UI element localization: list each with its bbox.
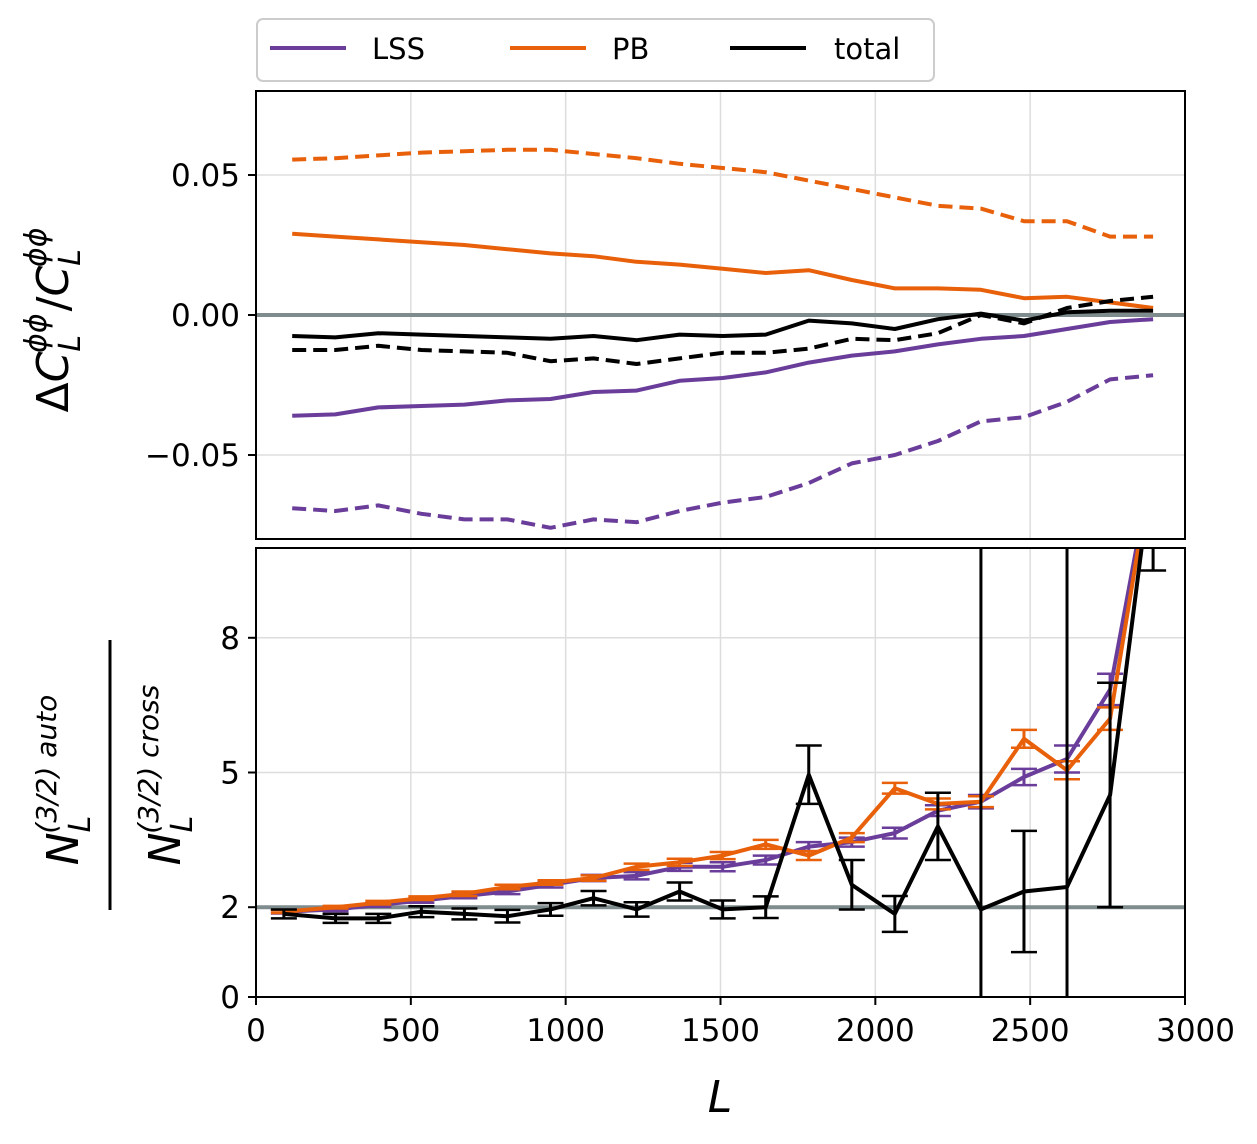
top-series-lss-dashed: [292, 373, 1154, 530]
bottom-grid: [255, 548, 1186, 998]
top-ytick-label-1: 0.00: [171, 298, 240, 334]
bottom-series-total: [270, 548, 1167, 997]
bottom-ytick-label-2: 5: [220, 756, 240, 792]
top-panel: −0.05 0.00 0.05 ΔCLϕϕ/CLϕϕ: [19, 90, 1186, 540]
legend-frame: [256, 18, 935, 82]
top-series-total-dashed: [292, 294, 1154, 366]
top-series-lss-solid: [292, 317, 1154, 418]
xtick-label-0: 0: [246, 1013, 266, 1049]
bottom-ytick-label-0: 0: [220, 980, 240, 1016]
bottom-series-total-line: [283, 548, 1144, 921]
xtick-label-5: 2500: [991, 1013, 1070, 1049]
bottom-ytick-label-1: 2: [220, 890, 240, 926]
top-ytick-label-0: −0.05: [145, 438, 240, 474]
x-axis-label: L: [708, 1072, 733, 1123]
bottom-series-pb-line: [283, 548, 1141, 914]
bottom-y-axis-label: NL(3/2) auto NL(3/2) cross: [30, 640, 200, 910]
bottom-panel: 0 2 5 8 0 500 1000 1500 2000 2500 3000 NL(3/2) aut…: [30, 547, 1235, 1123]
bottom-series-clip: [270, 548, 1167, 997]
top-series-pb-dashed: [292, 147, 1154, 239]
bottom-series-lss-line: [283, 548, 1139, 914]
bottom-y-label-denominator: NL(3/2) cross: [132, 685, 200, 866]
legend-label-lss: LSS: [372, 32, 425, 66]
top-series-total-solid: [292, 308, 1154, 343]
bottom-ytick-label-3: 8: [220, 621, 240, 657]
xtick-label-1: 500: [381, 1013, 440, 1049]
bottom-y-label-numerator: NL(3/2) auto: [30, 695, 98, 865]
top-series: [292, 147, 1154, 530]
top-ytick-label-2: 0.05: [171, 158, 240, 194]
bottom-series-lss: [270, 548, 1139, 915]
xtick-label-2: 1000: [526, 1013, 605, 1049]
legend: LSS PB total: [256, 18, 935, 82]
xtick-label-3: 1500: [681, 1013, 760, 1049]
top-y-axis-label: ΔCLϕϕ/CLϕϕ: [19, 227, 88, 412]
bottom-ticks: 0 2 5 8 0 500 1000 1500 2000 2500 3000: [220, 621, 1235, 1049]
legend-label-pb: PB: [612, 32, 649, 66]
top-ticks: −0.05 0.00 0.05: [145, 158, 256, 474]
legend-label-total: total: [834, 32, 900, 66]
bottom-series-pb: [270, 548, 1141, 915]
bottom-series: [270, 548, 1167, 997]
xtick-label-4: 2000: [836, 1013, 915, 1049]
top-series-pb-solid: [292, 231, 1154, 310]
xtick-label-6: 3000: [1156, 1013, 1235, 1049]
